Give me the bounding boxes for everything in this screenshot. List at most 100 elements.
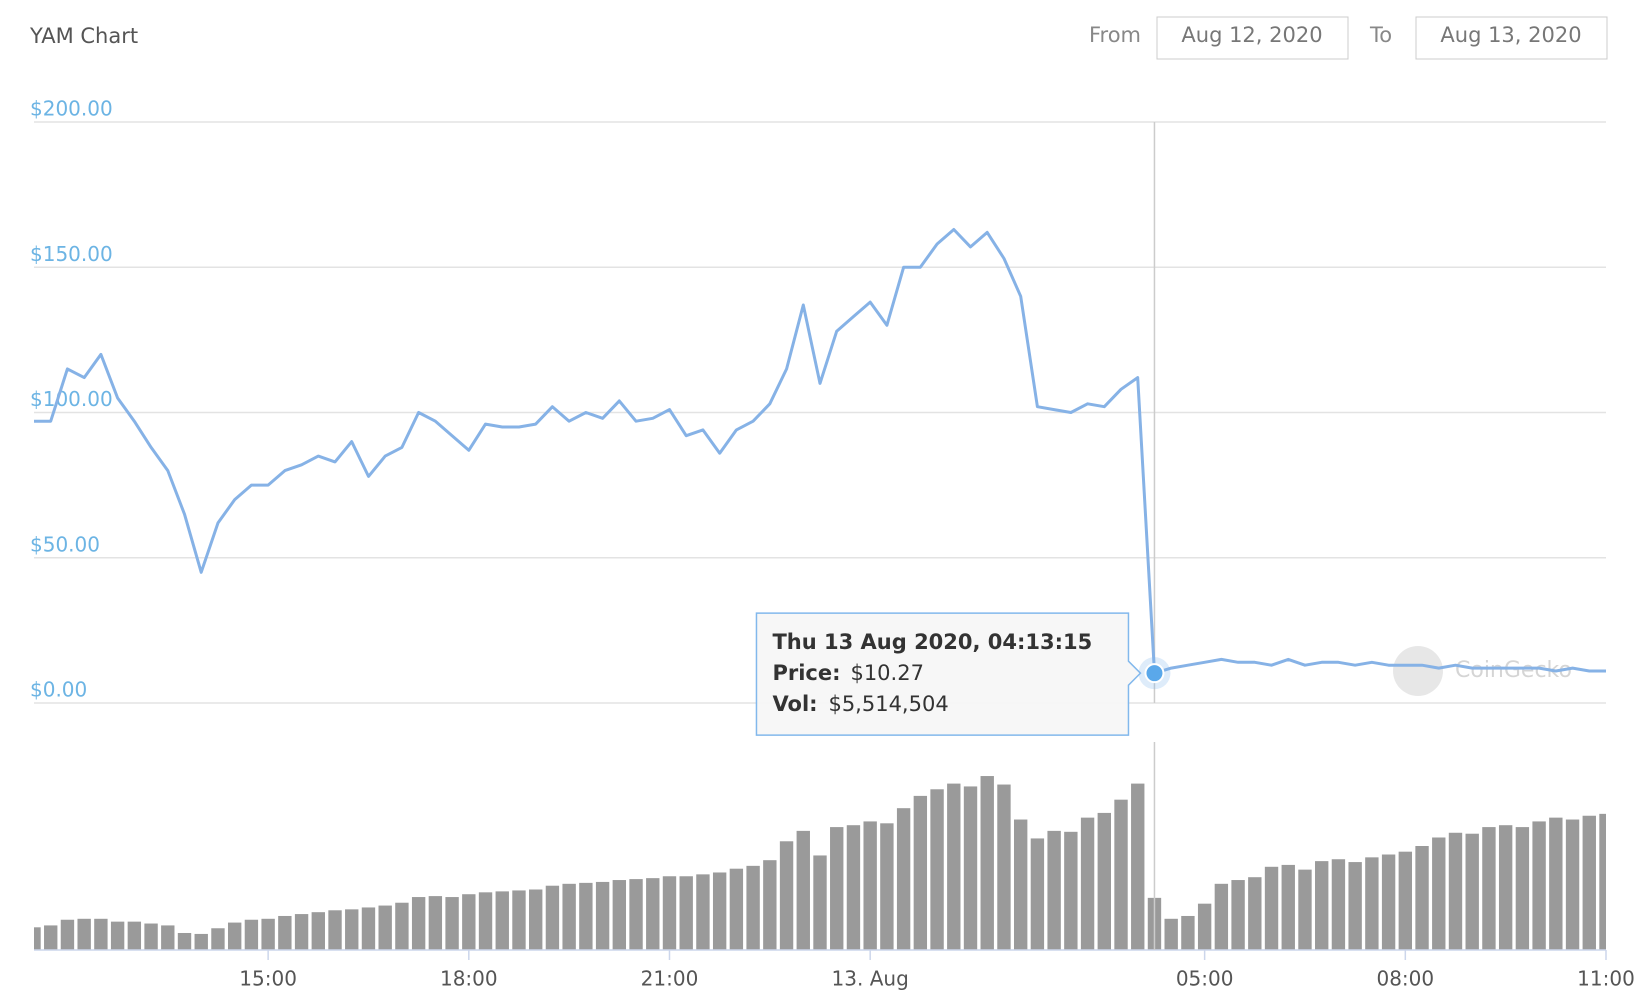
volume-bar <box>1097 812 1111 950</box>
range-to-label: To <box>1369 23 1392 47</box>
volume-bar <box>629 879 643 950</box>
volume-bar <box>1599 813 1606 950</box>
volume-bar <box>1197 903 1212 950</box>
y-tick-label: $150.00 <box>30 242 113 266</box>
volume-bar <box>1064 831 1078 950</box>
volume-bar <box>1498 825 1513 950</box>
x-tick-label: 08:00 <box>1376 967 1434 991</box>
volume-bar <box>1348 862 1362 950</box>
volume-bar <box>495 891 509 950</box>
volume-bar <box>729 868 744 950</box>
volume-bar <box>930 789 944 950</box>
volume-bar <box>1214 883 1229 950</box>
volume-bar <box>1030 838 1045 950</box>
volume-bar <box>244 919 259 950</box>
volume-bar <box>294 914 309 950</box>
volume-bar <box>1515 827 1530 950</box>
volume-bar <box>796 830 810 950</box>
volume-bar <box>1582 815 1596 950</box>
y-tick-label: $0.00 <box>30 678 87 702</box>
volume-bar <box>947 783 961 950</box>
chart-title: YAM Chart <box>29 24 138 48</box>
volume-bar <box>311 912 325 950</box>
volume-bar <box>545 885 560 950</box>
volume-bar <box>1565 819 1580 950</box>
range-from-input[interactable] <box>1156 16 1349 60</box>
volume-bar <box>712 872 727 950</box>
volume-bar <box>1315 861 1329 950</box>
volume-bar <box>411 897 426 950</box>
volume-bar <box>1365 857 1379 950</box>
volume-bar <box>1131 783 1145 950</box>
watermark: CoinGecko <box>1393 646 1572 696</box>
range-from-label: From <box>1089 23 1141 47</box>
hover-point <box>1144 663 1165 684</box>
tooltip-date: Thu 13 Aug 2020, 04:13:15 <box>772 630 1092 654</box>
volume-bar <box>44 925 58 950</box>
volume-bar <box>211 928 225 950</box>
tooltip-price: $10.27 <box>850 661 923 685</box>
volume-bar <box>1331 859 1346 950</box>
volume-bar <box>1047 830 1061 950</box>
volume-bar <box>378 905 392 950</box>
volume-bar <box>194 933 208 950</box>
range-to-input[interactable] <box>1415 16 1608 60</box>
volume-bar <box>1114 799 1128 950</box>
volume-bar <box>127 921 142 950</box>
volume-bar <box>261 918 275 950</box>
volume-bar <box>763 860 777 950</box>
volume-bar <box>478 892 493 950</box>
x-tick-label: 13. Aug <box>832 967 909 991</box>
volume-bar <box>1248 877 1262 950</box>
volume-bar <box>963 786 978 950</box>
volume-bar <box>1181 915 1195 950</box>
volume-bar <box>428 896 443 950</box>
volume-bar <box>1549 817 1563 950</box>
watermark-logo <box>1393 646 1443 696</box>
volume-bar <box>278 915 292 950</box>
volume-bar <box>1532 821 1546 950</box>
volume-bar <box>863 821 877 950</box>
volume-bar <box>595 881 610 950</box>
volume-bar <box>361 907 376 950</box>
range-from-value[interactable]: Aug 12, 2020 <box>1181 23 1322 47</box>
x-tick-label: 18:00 <box>440 967 498 991</box>
volume-bar <box>60 919 75 950</box>
volume-bar <box>94 918 108 950</box>
y-tick-label: $200.00 <box>30 97 113 121</box>
volume-bar <box>997 784 1011 950</box>
volume-bar <box>880 823 894 950</box>
volume-bar <box>579 882 593 950</box>
volume-bar <box>227 922 242 950</box>
volume-bar <box>1381 854 1396 950</box>
volume-bar <box>913 795 928 950</box>
tooltip: Thu 13 Aug 2020, 04:13:15 Price: $10.27 Vol… <box>755 612 1142 736</box>
volume-bar <box>1398 851 1413 950</box>
volume-bar <box>896 808 911 950</box>
volume-bar <box>980 776 994 950</box>
volume-bar <box>746 865 760 950</box>
volume-bar <box>830 827 844 950</box>
y-tick-label: $50.00 <box>30 532 100 556</box>
volume-bar <box>144 923 158 950</box>
volume-bar <box>328 910 342 950</box>
volume-bar <box>1298 869 1312 950</box>
volume-bar <box>1013 819 1028 950</box>
volume-bar <box>679 876 693 950</box>
volume-bar <box>612 880 627 950</box>
volume-bar <box>512 890 526 950</box>
volume-bar <box>1482 827 1496 950</box>
volume-bar <box>177 932 192 950</box>
volume-bar <box>34 927 41 950</box>
tooltip-vol: $5,514,504 <box>828 692 948 716</box>
tooltip-vol-label: Vol: <box>772 692 817 716</box>
range-to-value[interactable]: Aug 13, 2020 <box>1440 23 1581 47</box>
x-tick-label: 11:00 <box>1577 967 1635 991</box>
volume-bar <box>445 897 459 950</box>
y-tick-label: $100.00 <box>30 387 113 411</box>
volume-bar <box>646 878 660 950</box>
price-line <box>34 228 1606 675</box>
volume-bar <box>110 921 125 950</box>
volume-bar <box>696 874 710 950</box>
